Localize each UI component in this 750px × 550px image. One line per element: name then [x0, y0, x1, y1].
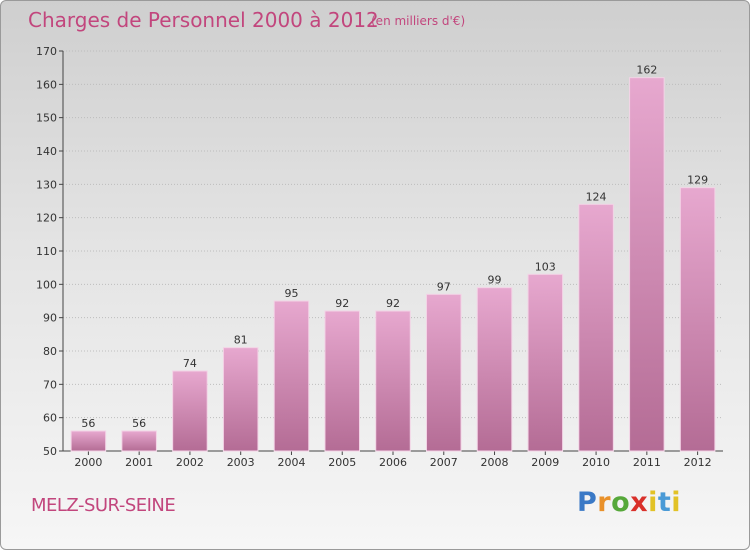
bar — [578, 203, 614, 452]
x-tick-label: 2001 — [125, 456, 153, 469]
x-tick-label: 2006 — [379, 456, 407, 469]
logo-letter: i — [648, 487, 658, 518]
axes: 50 60 70 80 90 100 110 120 130 140 150 160 170 2000 20… — [36, 45, 723, 469]
x-tick-label: 2003 — [227, 456, 255, 469]
y-tick-label: 170 — [36, 45, 57, 58]
x-tick-label: 2008 — [481, 456, 509, 469]
bar — [273, 300, 310, 452]
bars: 56 56 74 81 95 92 92 97 99 103 124 162 129 — [70, 64, 716, 452]
bar-value-label: 92 — [386, 297, 400, 310]
y-tick-label: 120 — [36, 212, 57, 225]
x-tick-label: 2007 — [430, 456, 458, 469]
commune-name: MELZ-SUR-SEINE — [31, 495, 176, 516]
bar-value-label: 56 — [132, 417, 146, 430]
logo-letter: r — [597, 487, 612, 518]
logo-letter: P — [577, 487, 598, 518]
y-tick-label: 90 — [43, 312, 57, 325]
bar — [324, 310, 360, 452]
y-tick-label: 130 — [36, 178, 57, 191]
x-tick-label: 2000 — [74, 456, 102, 469]
bar-value-label: 92 — [335, 297, 349, 310]
x-tick-label: 2009 — [531, 456, 559, 469]
logo-letter: i — [671, 487, 682, 518]
bar — [70, 430, 107, 452]
y-tick-label: 150 — [36, 112, 57, 125]
logo-letter: t — [657, 487, 672, 518]
bar — [222, 347, 259, 452]
bar-value-label: 81 — [234, 334, 248, 347]
bar-value-label: 95 — [284, 287, 298, 300]
bar-value-label: 124 — [586, 190, 607, 203]
bar — [527, 273, 564, 452]
bar-value-label: 97 — [437, 280, 451, 293]
x-tick-label: 2012 — [684, 456, 712, 469]
x-tick-label: 2004 — [277, 456, 305, 469]
bar-value-label: 56 — [81, 417, 95, 430]
chart-subtitle: (en milliers d'€) — [371, 14, 465, 28]
y-tick-label: 70 — [43, 378, 57, 391]
x-tick-label: 2005 — [328, 456, 356, 469]
bar — [476, 287, 513, 452]
bar-value-label: 99 — [488, 274, 502, 287]
bar-value-label: 103 — [535, 260, 556, 273]
proxiti-logo: Proxiti — [577, 487, 681, 518]
x-tick-label: 2011 — [633, 456, 661, 469]
bar — [629, 77, 665, 452]
y-tick-label: 110 — [36, 245, 57, 258]
y-tick-label: 50 — [43, 445, 57, 458]
logo-letter: x — [630, 487, 649, 518]
bar — [121, 430, 157, 452]
x-tick-label: 2010 — [582, 456, 610, 469]
y-tick-label: 100 — [36, 278, 57, 291]
bar — [375, 310, 411, 452]
y-tick-label: 140 — [36, 145, 57, 158]
bar — [172, 370, 208, 452]
x-tick-label: 2002 — [176, 456, 204, 469]
y-tick-label: 60 — [43, 412, 57, 425]
bar-value-label: 162 — [636, 64, 657, 77]
bar-value-label: 129 — [687, 174, 708, 187]
logo-letter: o — [611, 487, 631, 518]
chart-title: Charges de Personnel 2000 à 2012 — [28, 8, 379, 32]
y-tick-label: 160 — [36, 78, 57, 91]
bar-value-label: 74 — [183, 357, 197, 370]
y-tick-label: 80 — [43, 345, 57, 358]
bar — [679, 187, 716, 452]
bar — [426, 293, 462, 452]
